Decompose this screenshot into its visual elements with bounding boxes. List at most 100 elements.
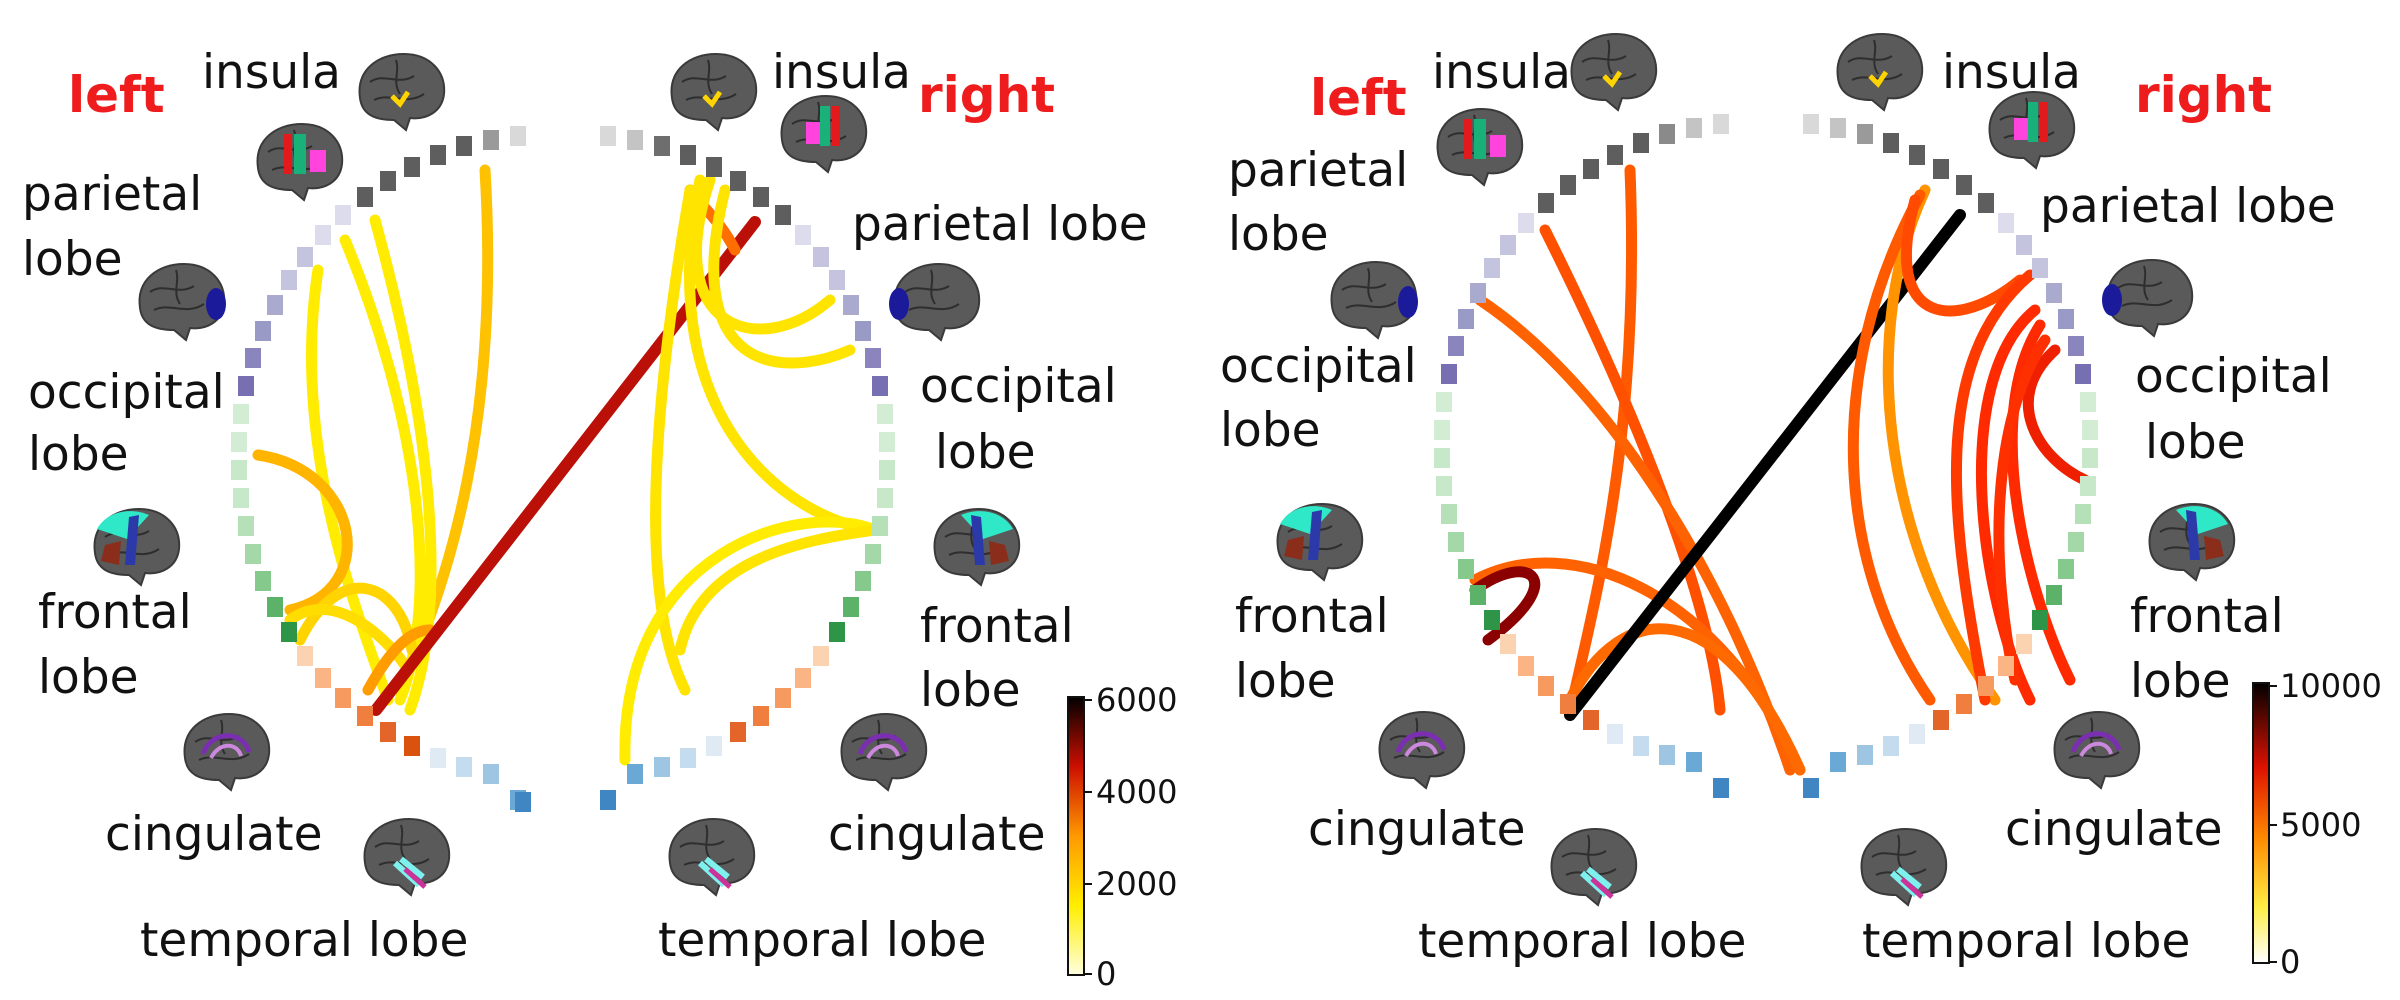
ring-segment <box>1686 118 1702 138</box>
ring-segment <box>1470 283 1486 303</box>
ring-segment <box>1830 118 1846 138</box>
ring-segment <box>1434 448 1450 468</box>
ring-segment <box>872 516 888 536</box>
ring-segment <box>456 136 472 156</box>
colorbar-gradient <box>1067 696 1085 976</box>
occipital-right-label-2: lobe <box>2145 415 2246 470</box>
panel-1-colorbar: 6000 4000 2000 0 <box>1067 681 1177 993</box>
ring-segment <box>2046 283 2062 303</box>
cingulate-right-brain-icon <box>840 713 928 791</box>
ring-segment <box>865 348 881 368</box>
ring-segment <box>813 247 829 267</box>
ring-segment <box>1560 175 1576 195</box>
ring-segment <box>2075 364 2091 384</box>
colorbar-tick: 2000 <box>1096 865 1177 903</box>
ring-segment <box>843 295 859 315</box>
ring-segment <box>357 187 373 207</box>
hemisphere-left-label: left <box>1310 69 1407 127</box>
ring-segment <box>627 764 643 784</box>
ring-segment <box>877 404 893 424</box>
ring-segment <box>706 157 722 177</box>
ring-segment <box>1458 309 1474 329</box>
ring-segment <box>1538 676 1554 696</box>
ring-segment <box>2016 634 2032 654</box>
ring-segment <box>2032 610 2048 630</box>
temporal-left-brain-icon <box>1550 828 1638 906</box>
ring-segment <box>1978 676 1994 696</box>
ring-segment <box>1560 694 1576 714</box>
ring-segment <box>829 270 845 290</box>
connection <box>394 164 494 696</box>
ring-segment <box>297 646 313 666</box>
ring-segment <box>2032 258 2048 278</box>
insula-left-brain-icon <box>358 53 446 131</box>
ring-segment <box>795 668 811 688</box>
occipital-left-brain-icon <box>1330 261 1418 339</box>
hemisphere-right-label: right <box>2135 66 2272 124</box>
connection <box>674 524 881 656</box>
frontal-right-label: frontal <box>920 599 1074 654</box>
frontal-left-label-2: lobe <box>1235 654 1336 709</box>
ring-segment <box>315 225 331 245</box>
connection <box>708 184 856 369</box>
connection <box>2022 344 2091 486</box>
connection <box>370 216 761 716</box>
ring-segment <box>855 571 871 591</box>
ring-segment <box>233 488 249 508</box>
panel-2: left right insula insula parietal lobe p… <box>1220 33 2382 981</box>
temporal-left-label: temporal lobe <box>1418 914 1746 969</box>
ring-segment <box>1978 193 1994 213</box>
ring-segment <box>865 544 881 564</box>
connection <box>1469 566 1541 646</box>
parietal-left-brain-icon <box>256 123 344 201</box>
cingulate-right-label: cingulate <box>2005 802 2223 857</box>
frontal-right-label-2: lobe <box>920 663 1021 718</box>
occipital-right-label: occipital <box>920 359 1117 414</box>
ring-segment <box>1436 476 1452 496</box>
ring-segment <box>238 376 254 396</box>
colorbar-tick: 5000 <box>2280 806 2361 844</box>
ring-segment <box>654 136 670 156</box>
ring-segment <box>1518 656 1534 676</box>
insula-right-label: insula <box>772 45 911 100</box>
ring-segment <box>404 736 420 756</box>
connection <box>1564 623 1806 776</box>
ring-segment <box>1933 159 1949 179</box>
ring-segment <box>1470 585 1486 605</box>
connection <box>1950 269 2036 706</box>
connection <box>650 184 696 696</box>
ring-segment <box>1436 392 1452 412</box>
parietal-left-label: parietal <box>22 167 202 222</box>
parietal-left-label-2: lobe <box>1228 207 1329 262</box>
ring-segment <box>231 460 247 480</box>
ring-segment <box>1633 736 1649 756</box>
temporal-right-brain-icon <box>668 818 756 896</box>
occipital-left-label-2: lobe <box>28 427 129 482</box>
ring-segment <box>1607 145 1623 165</box>
ring-segment <box>483 764 499 784</box>
ring-segment <box>855 321 871 341</box>
ring-segment <box>680 748 696 768</box>
frontal-left-label: frontal <box>1235 589 1389 644</box>
temporal-left-brain-icon <box>363 818 451 896</box>
ring-segment <box>1607 724 1623 744</box>
ring-segment <box>843 597 859 617</box>
ring-segment <box>267 597 283 617</box>
ring-segment <box>2075 504 2091 524</box>
colorbar-tick: 6000 <box>1096 681 1177 719</box>
occipital-right-label-2: lobe <box>935 425 1036 480</box>
frontal-right-brain-icon <box>2148 503 2236 581</box>
occipital-left-label: occipital <box>28 365 225 420</box>
ring-segment <box>1686 752 1702 772</box>
panel-2-ring-right <box>1803 114 2098 798</box>
cingulate-right-label: cingulate <box>828 807 1046 862</box>
insula-right-label: insula <box>1942 45 2081 100</box>
ring-segment <box>1956 175 1972 195</box>
frontal-left-label: frontal <box>38 585 192 640</box>
ring-segment <box>1713 778 1729 798</box>
connection <box>294 582 418 656</box>
ring-segment <box>2082 448 2098 468</box>
ring-segment <box>1857 124 1873 144</box>
temporal-right-label: temporal lobe <box>658 913 986 968</box>
ring-segment <box>255 571 271 591</box>
